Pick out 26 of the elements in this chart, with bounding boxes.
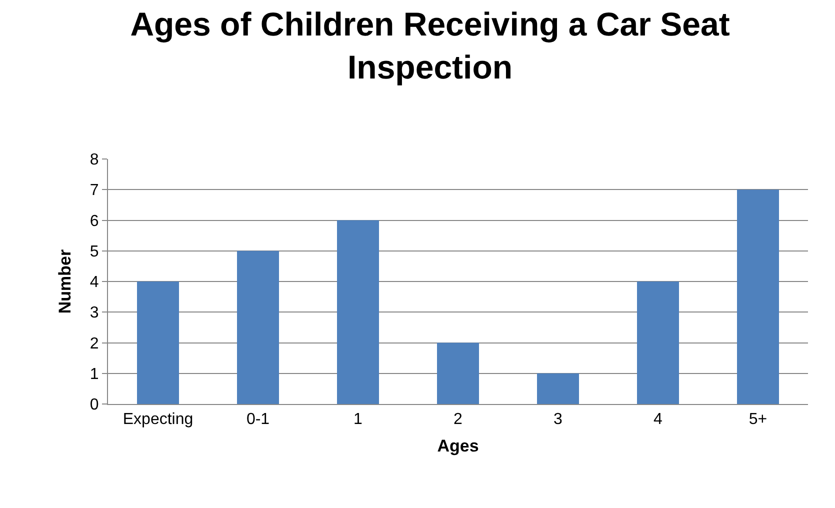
x-tick-label: 5+ (748, 411, 768, 428)
x-tick-label: 2 (454, 411, 463, 428)
y-tick-label: 4 (90, 274, 99, 292)
bar (637, 282, 679, 404)
y-tick-label: 7 (90, 182, 99, 200)
bar (137, 282, 179, 404)
x-tick-label: 0-1 (246, 411, 270, 428)
y-tick-label: 8 (90, 152, 99, 169)
bar (537, 373, 579, 404)
chart-title: Ages of Children Receiving a Car Seat Inspection (130, 6, 730, 86)
x-axis-title: Ages (437, 436, 479, 456)
y-tick-label: 2 (90, 335, 99, 352)
bar (237, 250, 279, 404)
y-axis-title: Number (55, 249, 74, 314)
y-tick-label: 6 (90, 212, 99, 230)
y-tick-label: 5 (90, 243, 99, 260)
x-tick-label: Expecting (122, 411, 194, 428)
bar (737, 190, 779, 404)
x-tick-label: 3 (554, 411, 563, 428)
y-tick-label: 3 (90, 304, 99, 322)
bar (337, 220, 379, 404)
y-tick-label: 1 (90, 366, 99, 383)
x-tick-label: 1 (354, 411, 363, 428)
x-tick-label: 4 (654, 411, 663, 428)
y-tick-label: 0 (90, 396, 99, 414)
bar (437, 342, 479, 404)
